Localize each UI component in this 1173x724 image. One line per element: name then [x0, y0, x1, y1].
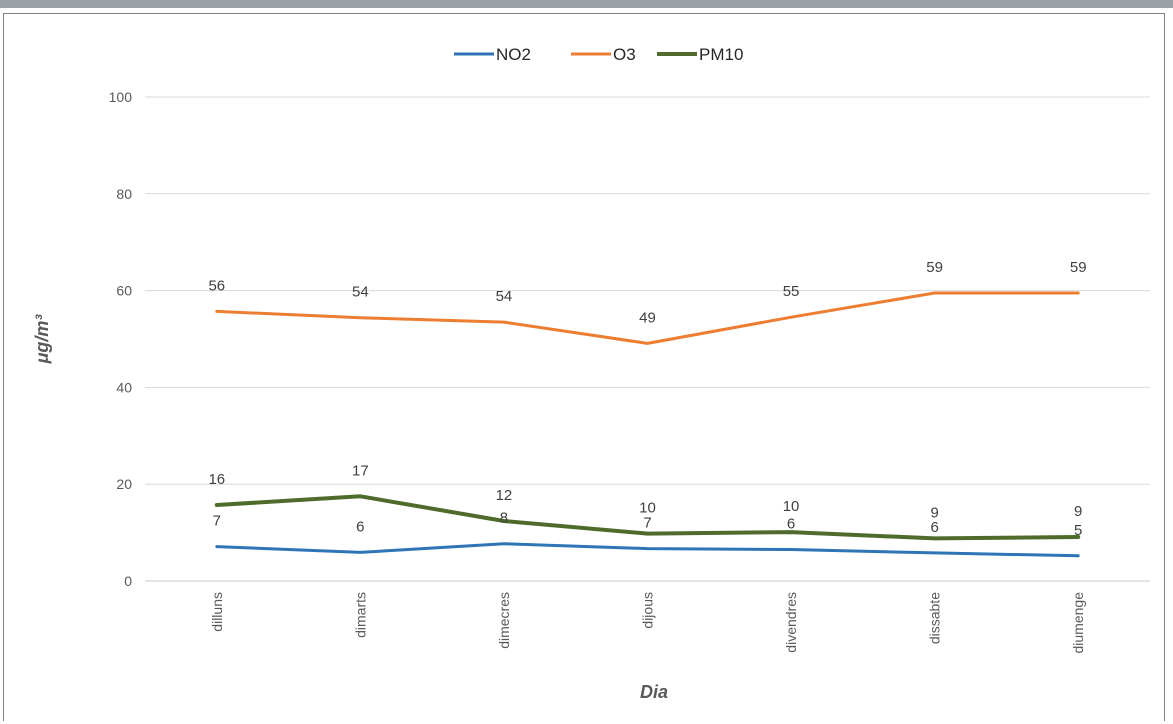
data-label: 5 — [1074, 522, 1082, 539]
data-label: 56 — [208, 277, 225, 294]
y-tick-label: 0 — [124, 573, 132, 589]
data-label: 54 — [352, 284, 369, 301]
data-label: 6 — [787, 516, 795, 533]
series-lines — [214, 291, 1081, 558]
data-label: 6 — [356, 518, 364, 535]
chart-frame — [3, 13, 1165, 721]
y-axis-title: μg/m³ — [32, 314, 52, 365]
x-axis-title: Dia — [640, 682, 668, 702]
data-label: 9 — [1074, 503, 1082, 520]
legend-label-no2: NO2 — [496, 45, 531, 64]
y-tick-labels: 0 20 40 60 80 100 — [109, 89, 133, 589]
x-tick-label: divendres — [783, 592, 799, 653]
legend-label-pm10: PM10 — [699, 45, 743, 64]
legend-label-o3: O3 — [613, 45, 636, 64]
data-label: 59 — [926, 259, 943, 276]
data-label: 7 — [643, 515, 651, 532]
series-line-pm10 — [214, 494, 1081, 541]
data-label: 12 — [496, 487, 513, 504]
data-label: 54 — [496, 288, 513, 305]
data-label: 49 — [639, 309, 656, 326]
legend: NO2 O3 PM10 — [454, 45, 743, 64]
x-tick-label: dijous — [640, 592, 656, 629]
data-label: 10 — [639, 500, 656, 517]
y-tick-label: 40 — [116, 379, 132, 395]
data-label: 10 — [783, 498, 800, 515]
top-rule — [0, 0, 1173, 8]
x-tick-label: dimarts — [352, 592, 368, 638]
data-label: 6 — [930, 519, 938, 536]
series-line-no2 — [215, 542, 1080, 558]
data-label: 16 — [208, 471, 225, 488]
gridlines — [145, 96, 1150, 582]
y-tick-label: 20 — [116, 476, 132, 492]
x-tick-label: dimecres — [496, 592, 512, 649]
y-tick-label: 60 — [116, 283, 132, 299]
data-label: 7 — [213, 513, 221, 530]
y-tick-label: 100 — [109, 89, 133, 105]
data-labels: 7 6 8 7 6 6 5 56 54 54 49 55 59 59 16 17 12 10 10 9 9 — [208, 259, 1086, 539]
data-label: 59 — [1070, 259, 1087, 276]
x-tick-labels: dilluns dimarts dimecres dijous divendres dis… — [209, 592, 1086, 654]
data-label: 9 — [930, 504, 938, 521]
data-label: 8 — [500, 510, 508, 527]
data-label: 55 — [783, 283, 800, 300]
y-tick-label: 80 — [116, 186, 132, 202]
series-line-o3 — [215, 291, 1080, 345]
data-label: 17 — [352, 462, 369, 479]
x-tick-label: dissabte — [927, 592, 943, 644]
x-tick-label: dilluns — [209, 592, 225, 632]
x-tick-label: diumenge — [1070, 592, 1086, 654]
